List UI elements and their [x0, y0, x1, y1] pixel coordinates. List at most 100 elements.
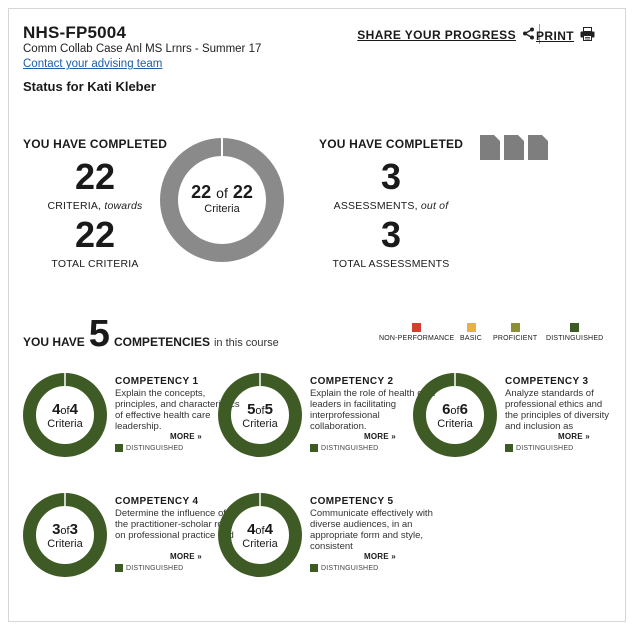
print-button[interactable]: PRINT	[536, 27, 595, 44]
printer-icon	[580, 27, 595, 44]
competency-1-ring: 4of4 Criteria	[23, 373, 107, 457]
status-swatch	[310, 444, 318, 452]
assessments-total-count: 3	[380, 214, 402, 255]
document-icon	[480, 135, 500, 160]
criteria-donut-of: of	[216, 185, 228, 201]
criteria-donut-center: 22 of 22 Criteria	[159, 182, 285, 215]
assessments-completed-label: ASSESSMENTS, out of	[321, 200, 461, 212]
ring-label: Criteria	[47, 418, 83, 430]
competency-5-more-link[interactable]: MORE »	[361, 552, 396, 561]
competency-1-status: DISTINGUISHED	[115, 444, 183, 452]
competency-2-ring: 5of5 Criteria	[218, 373, 302, 457]
competency-2-more-link[interactable]: MORE »	[361, 432, 396, 441]
legend-swatch	[412, 323, 422, 332]
ring-done: 4	[52, 401, 61, 418]
competencies-suffix: in this course	[213, 337, 279, 349]
criteria-completed-text: CRITERIA,	[47, 200, 102, 212]
competency-1-more-link[interactable]: MORE »	[167, 432, 202, 441]
legend-label: BASIC	[460, 335, 483, 342]
document-icon	[504, 135, 524, 160]
status-swatch	[115, 444, 123, 452]
competency-1-description: Explain the concepts, principles, and ch…	[115, 388, 240, 432]
assessments-completed-text: ASSESSMENTS,	[333, 200, 418, 212]
ring-label: Criteria	[437, 418, 473, 430]
competency-4-description: Determine the influence of the practitio…	[115, 508, 234, 541]
competency-1-title: COMPETENCY 1	[115, 376, 199, 387]
ring-label: Criteria	[242, 538, 278, 550]
competency-3-status: DISTINGUISHED	[505, 444, 573, 452]
student-status: Status for Kati Kleber	[23, 79, 156, 94]
assessments-total-label: TOTAL ASSESSMENTS	[332, 258, 450, 270]
competency-3-ring: 6of6 Criteria	[413, 373, 497, 457]
competency-4-title: COMPETENCY 4	[115, 496, 199, 507]
competency-5-status: DISTINGUISHED	[310, 564, 378, 572]
ring-of: of	[255, 525, 265, 537]
status-swatch	[505, 444, 513, 452]
ring-total: 5	[264, 401, 273, 418]
legend-item-non-performance: NON-PERFORMANCE	[379, 323, 454, 342]
print-label: PRINT	[536, 28, 574, 43]
share-label: SHARE YOUR PROGRESS	[357, 28, 516, 42]
competency-5-ring: 4of4 Criteria	[218, 493, 302, 577]
legend-item-basic: BASIC	[460, 323, 482, 342]
criteria-completed-count: 22	[74, 156, 116, 197]
status-label: DISTINGUISHED	[321, 564, 379, 572]
ring-total: 4	[264, 521, 273, 538]
competency-4-status: DISTINGUISHED	[115, 564, 183, 572]
ring-total: 6	[459, 401, 468, 418]
ring-of: of	[255, 405, 265, 417]
document-icon	[528, 135, 548, 160]
status-swatch	[310, 564, 318, 572]
competency-5-description: Communicate effectively with diverse aud…	[310, 508, 433, 552]
criteria-donut-total: 22	[232, 182, 253, 202]
ring-label: Criteria	[242, 418, 278, 430]
ring-of: of	[60, 405, 70, 417]
competency-2-description: Explain the role of health care leaders …	[310, 388, 436, 432]
share-icon	[522, 27, 535, 43]
ring-label: Criteria	[47, 538, 83, 550]
assessments-out-of-text: out of	[420, 200, 449, 212]
ring-total: 4	[69, 401, 78, 418]
criteria-donut-fraction: 22 of 22	[159, 182, 285, 203]
legend-swatch	[510, 323, 520, 332]
competency-3-more-link[interactable]: MORE »	[555, 432, 590, 441]
criteria-towards-text: towards	[104, 200, 143, 212]
share-progress-button[interactable]: SHARE YOUR PROGRESS	[357, 27, 535, 43]
course-id: NHS-FP5004	[23, 23, 127, 42]
competencies-word: COMPETENCIES	[113, 335, 210, 349]
assessments-heading: YOU HAVE COMPLETED	[319, 137, 464, 151]
ring-of: of	[450, 405, 460, 417]
ring-done: 4	[247, 521, 256, 538]
legend-label: PROFICIENT	[493, 335, 538, 342]
header-divider	[539, 24, 540, 44]
competency-2-status: DISTINGUISHED	[310, 444, 378, 452]
competency-5-title: COMPETENCY 5	[310, 496, 394, 507]
legend-swatch	[570, 323, 580, 332]
competency-4-ring: 3of3 Criteria	[23, 493, 107, 577]
legend-swatch	[466, 323, 476, 332]
status-label: DISTINGUISHED	[126, 564, 184, 572]
criteria-donut-label: Criteria	[204, 203, 240, 215]
ring-of: of	[60, 525, 70, 537]
competency-4-more-link[interactable]: MORE »	[167, 552, 202, 561]
status-label: DISTINGUISHED	[516, 444, 574, 452]
competencies-prefix: YOU HAVE	[23, 335, 85, 349]
competencies-count: 5	[88, 313, 110, 355]
criteria-total-label: TOTAL CRITERIA	[51, 258, 139, 270]
ring-done: 6	[442, 401, 451, 418]
competencies-summary: YOU HAVE 5 COMPETENCIES in this course	[23, 313, 279, 355]
course-name: Comm Collab Case Anl MS Lrnrs - Summer 1…	[23, 43, 262, 55]
criteria-completed-label: CRITERIA, towards	[25, 200, 165, 212]
progress-panel: NHS-FP5004 Comm Collab Case Anl MS Lrnrs…	[8, 8, 626, 622]
competency-3-title: COMPETENCY 3	[505, 376, 589, 387]
advising-team-link[interactable]: Contact your advising team	[23, 58, 163, 70]
legend-label: DISTINGUISHED	[546, 335, 604, 342]
criteria-heading: YOU HAVE COMPLETED	[23, 137, 168, 151]
legend-item-proficient: PROFICIENT	[493, 323, 537, 342]
competency-2-title: COMPETENCY 2	[310, 376, 394, 387]
status-label: DISTINGUISHED	[321, 444, 379, 452]
ring-done: 3	[52, 521, 61, 538]
status-swatch	[115, 564, 123, 572]
ring-total: 3	[69, 521, 78, 538]
criteria-donut-done: 22	[191, 182, 212, 202]
